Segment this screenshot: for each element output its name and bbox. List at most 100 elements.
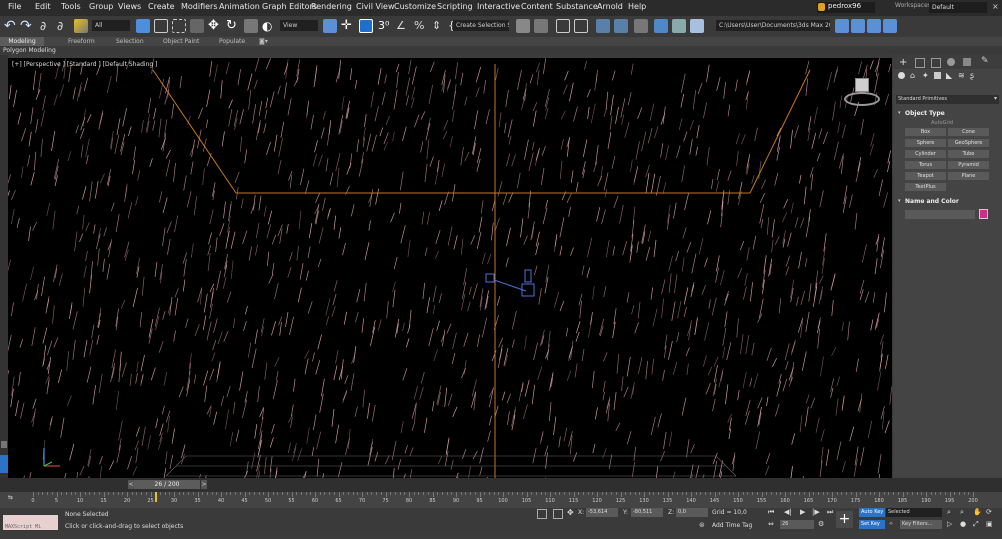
torus-button[interactable]: Torus xyxy=(905,161,946,169)
select-link-icon[interactable]: ∂ xyxy=(40,19,47,33)
material-editor-icon[interactable] xyxy=(634,19,648,33)
menu-scripting[interactable]: Scripting xyxy=(437,2,473,11)
helpers-icon[interactable]: ◣ xyxy=(946,71,953,80)
y-coordinate-field[interactable]: -80,511 xyxy=(631,508,663,517)
cameras-icon[interactable] xyxy=(934,72,941,79)
menu-customize[interactable]: Customize xyxy=(394,2,436,11)
systems-icon[interactable]: ʂ xyxy=(970,71,975,80)
orbit-icon[interactable]: ⟳ xyxy=(986,508,992,516)
name-color-rollout-header[interactable]: ▾ Name and Color xyxy=(896,197,999,207)
render-production-icon[interactable] xyxy=(690,19,704,33)
unlink-icon[interactable]: ∂ xyxy=(57,19,64,33)
viewcube[interactable] xyxy=(842,78,880,106)
polygon-modeling-label[interactable]: Polygon Modeling xyxy=(3,47,56,54)
scene-explorer-icon[interactable] xyxy=(556,19,570,33)
curve-editor-icon[interactable] xyxy=(596,19,610,33)
project-icon[interactable] xyxy=(835,19,849,33)
absolute-offset-icon[interactable]: ✥ xyxy=(567,508,574,517)
category-dropdown[interactable]: Standard Primitives ▾ xyxy=(896,95,999,104)
select-by-name-icon[interactable] xyxy=(154,19,168,33)
object-name-field[interactable] xyxy=(905,210,975,219)
scale-icon[interactable] xyxy=(244,19,258,33)
next-key-icon[interactable]: |▶ xyxy=(812,508,820,516)
cylinder-button[interactable]: Cylinder xyxy=(905,150,946,158)
menu-graph-editors[interactable]: Graph Editors xyxy=(262,2,317,11)
keyboard-shortcut-override-icon[interactable] xyxy=(359,19,373,33)
project-settings-icon[interactable] xyxy=(883,19,897,33)
utilities-tab-icon[interactable]: ✎ xyxy=(981,56,989,66)
placement-icon[interactable]: ◐ xyxy=(262,19,273,33)
zoom-all-icon[interactable]: ⌕ xyxy=(960,508,964,516)
menu-rendering[interactable]: Rendering xyxy=(311,2,352,11)
space-warps-icon[interactable]: ≋ xyxy=(958,71,965,80)
ribbon-options-icon[interactable]: ◙▾ xyxy=(259,38,268,45)
close-icon[interactable]: × xyxy=(992,2,999,11)
previous-key-icon[interactable]: ◀| xyxy=(784,508,792,516)
key-filters-button[interactable]: Key Filters... xyxy=(900,520,942,529)
named-selection-dropdown[interactable]: Create Selection Se xyxy=(453,20,509,31)
bind-space-warp-icon[interactable] xyxy=(74,19,88,33)
menu-help[interactable]: Help xyxy=(628,2,647,11)
project-folder-dropdown[interactable]: C:\Users\User\Documents\3ds Max 2021 xyxy=(716,20,830,31)
current-frame-field[interactable]: 26 xyxy=(780,520,814,529)
plane-button[interactable]: Plane xyxy=(948,172,989,180)
viewcube-face-icon[interactable] xyxy=(855,78,869,92)
menu-tools[interactable]: Tools xyxy=(61,2,81,11)
modify-tab-icon[interactable] xyxy=(915,58,925,68)
move-icon[interactable]: ✥ xyxy=(208,18,219,33)
user-account-dropdown[interactable]: pedrox96 xyxy=(817,2,875,13)
menu-substance[interactable]: Substance xyxy=(556,2,598,11)
window-crossing-icon[interactable] xyxy=(190,19,204,33)
angle-snap-icon[interactable]: ∠ xyxy=(396,19,406,32)
edit-named-selection-icon[interactable]: { xyxy=(448,19,455,32)
selection-lock-icon[interactable] xyxy=(553,509,563,519)
menu-content[interactable]: Content xyxy=(521,2,553,11)
teapot-button[interactable]: Teapot xyxy=(905,172,946,180)
box-button[interactable]: Box xyxy=(905,128,946,136)
percent-snap-icon[interactable]: % xyxy=(414,19,425,32)
go-to-end-icon[interactable]: ⏭ xyxy=(827,508,834,516)
lights-icon[interactable]: ✦ xyxy=(922,71,929,80)
select-object-icon[interactable] xyxy=(136,19,150,33)
set-key-button[interactable]: Set Key xyxy=(859,520,885,529)
reference-coordinate-dropdown[interactable]: View xyxy=(280,20,318,31)
perspective-viewport[interactable]: [+] [Perspective ] [Standard ] [Default … xyxy=(8,58,892,478)
rotate-icon[interactable]: ↻ xyxy=(226,18,237,33)
autogrid-checkbox[interactable]: AutoGrid xyxy=(931,120,954,126)
pan-view-icon[interactable]: ✋ xyxy=(973,508,982,516)
pivot-center-icon[interactable] xyxy=(323,19,337,33)
shapes-icon[interactable]: ⌂ xyxy=(910,71,916,80)
tab-freeform[interactable]: Freeform xyxy=(68,38,95,45)
object-color-swatch[interactable] xyxy=(979,209,988,219)
snaps-toggle-icon[interactable]: 3⁰ xyxy=(378,19,390,32)
menu-file[interactable]: File xyxy=(8,2,22,11)
menu-civil-view[interactable]: Civil View xyxy=(356,2,395,11)
menu-arnold[interactable]: Arnold xyxy=(597,2,623,11)
time-configuration-icon[interactable]: ⚙ xyxy=(818,520,825,528)
sphere-button[interactable]: Sphere xyxy=(905,139,946,147)
create-tab-icon[interactable]: + xyxy=(899,57,908,68)
key-mode-toggle-icon[interactable]: ⇔ xyxy=(768,520,774,528)
previous-frame-button[interactable]: < xyxy=(128,480,134,489)
key-mode-dropdown[interactable]: Selected xyxy=(886,508,942,517)
zoom-extents-icon[interactable]: ⤢ xyxy=(973,520,979,528)
track-bar[interactable]: ⇆ 0 5 10 15 20 25 30 35 40 45 50 55 60 65 70 75 80 85 90 95… xyxy=(0,492,1002,508)
play-icon[interactable]: ▶ xyxy=(800,508,806,516)
time-slider-thumb[interactable]: 26 / 200 xyxy=(134,480,200,489)
undo-icon[interactable]: ↶ xyxy=(4,18,16,34)
auto-key-button[interactable]: Auto Key xyxy=(859,508,885,517)
tab-selection[interactable]: Selection xyxy=(116,38,144,45)
maximize-viewport-icon[interactable]: ▣ xyxy=(986,520,993,528)
zoom-icon[interactable]: ⌕ xyxy=(947,508,951,516)
viewport-label[interactable]: [+] [Perspective ] [Standard ] [Default … xyxy=(12,61,158,68)
z-coordinate-field[interactable]: 0,0 xyxy=(676,508,708,517)
menu-animation[interactable]: Animation xyxy=(219,2,260,11)
walk-through-icon[interactable]: ● xyxy=(960,520,967,528)
project-save-icon[interactable] xyxy=(867,19,881,33)
tab-object-paint[interactable]: Object Paint xyxy=(163,38,200,45)
tube-button[interactable]: Tube xyxy=(948,150,989,158)
motion-tab-icon[interactable] xyxy=(947,58,955,66)
spinner-snap-icon[interactable]: ⇕ xyxy=(432,19,442,32)
selection-filter-dropdown[interactable]: All xyxy=(92,20,130,31)
render-setup-icon[interactable] xyxy=(654,19,668,33)
